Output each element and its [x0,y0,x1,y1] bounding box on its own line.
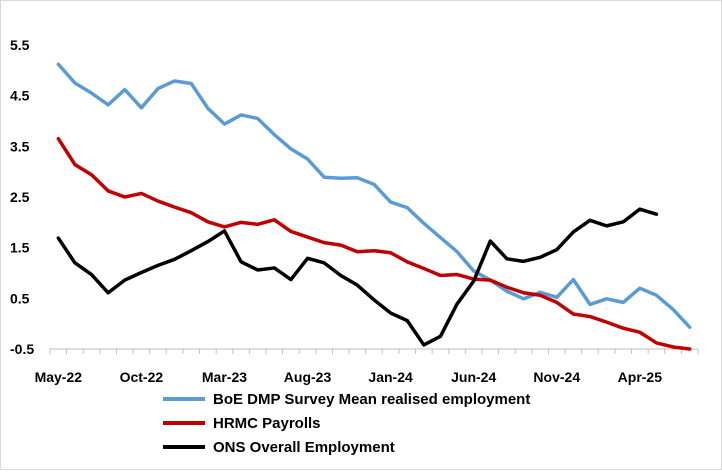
y-tick-label: 3.5 [10,138,30,154]
x-tick-label: Mar-23 [202,369,247,385]
y-tick-label: 5.5 [10,37,30,53]
legend-label-3: ONS Overall Employment [213,439,395,456]
series-line-1 [56,62,692,329]
y-tick-label: 0.5 [10,290,30,306]
x-tick-label: Oct-22 [120,369,164,385]
series-lines [56,62,692,351]
series-line-2 [56,136,692,351]
x-tick-label: Aug-23 [284,369,332,385]
legend-label-1: BoE DMP Survey Mean realised employment [213,391,530,408]
x-tick-label: Jun-24 [451,369,496,385]
y-tick-label: 4.5 [10,88,30,104]
y-tick-label: -0.5 [10,341,34,357]
legend-label-2: HRMC Payrolls [213,415,321,432]
x-tick-label: Jan-24 [368,369,413,385]
x-tick-label: Nov-24 [533,369,580,385]
x-tick-label: May-22 [35,369,83,385]
x-tick-label: Apr-25 [618,369,663,385]
series-line-3 [56,207,659,347]
legend: BoE DMP Survey Mean realised employment H… [163,391,530,456]
y-tick-label: 1.5 [10,240,30,256]
y-tick-label: 2.5 [10,189,30,205]
